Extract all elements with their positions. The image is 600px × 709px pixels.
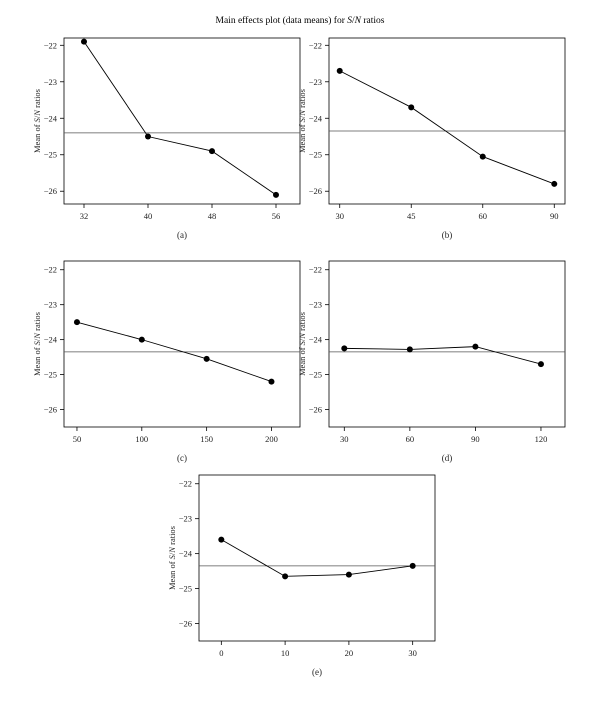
chart-c-xtick-label: 150: [200, 434, 213, 444]
chart-e-ytick-label: −26: [179, 619, 192, 629]
chart-a-point: [273, 191, 279, 198]
chart-d-ytick-label: −23: [309, 300, 322, 310]
chart-b-ytick-label: −23: [309, 77, 322, 87]
chart-a-panel-label: (a): [177, 230, 187, 240]
chart-b-point: [408, 104, 415, 111]
chart-d-panel-label: (d): [442, 453, 453, 463]
chart-c-panel-label: (c): [177, 453, 187, 463]
chart-d-point: [537, 361, 544, 368]
chart-e-frame: [198, 474, 436, 642]
chart-a-frame: [63, 37, 301, 205]
chart-d-frame: [328, 260, 566, 428]
chart-d-ytick-label: −25: [309, 370, 322, 380]
chart-e-point: [345, 571, 352, 578]
chart-b-point: [336, 67, 343, 74]
chart-a-ytick-label: −23: [44, 77, 57, 87]
chart-b-xtick-label: 60: [479, 211, 488, 221]
chart-e-panel-label: (e): [312, 667, 322, 677]
chart-d-series-line: [344, 346, 542, 365]
chart-a-series-line: [83, 41, 277, 196]
chart-a-xtick-label: 40: [144, 211, 153, 221]
chart-e-point: [409, 562, 416, 569]
chart-c-ytick-label: −23: [44, 300, 57, 310]
chart-d-point: [341, 345, 348, 352]
chart-a-ytick-label: −24: [44, 113, 58, 123]
chart-a-xtick-label: 56: [272, 211, 281, 221]
chart-d-ytick-label: −22: [309, 265, 322, 275]
chart-a-point: [209, 148, 215, 155]
chart-a-ylabel: Mean of S/N ratios: [32, 89, 42, 153]
chart-b-point: [479, 153, 486, 160]
chart-c-ytick-label: −22: [44, 265, 57, 275]
chart-d-xtick-label: 60: [406, 434, 415, 444]
chart-d-ytick-label: −26: [309, 405, 322, 415]
chart-b-ytick-label: −24: [309, 113, 323, 123]
chart-a-ytick-label: −22: [44, 40, 57, 50]
chart-d-xtick-label: 90: [471, 434, 480, 444]
chart-d-xtick-label: 120: [535, 434, 548, 444]
chart-e-svg: −22 −23 −24 −25 −26 0 10 20 30 Mean of S/N ratios…: [167, 474, 436, 677]
chart-c-point: [268, 378, 275, 385]
chart-d-svg: −22 −23 −24 −25 −26 30 60 90 120 Mean of S/N rati…: [297, 260, 566, 463]
chart-c-point: [73, 319, 80, 326]
main-title: Main effects plot (data means) for S/N r…: [215, 16, 385, 26]
chart-panel-e: −22 −23 −24 −25 −26 0 10 20 30 Mean of S/N ratios…: [165, 465, 440, 680]
chart-panel-d: −22 −23 −24 −25 −26 30 60 90 120 Mean of S/N rati…: [295, 251, 570, 466]
chart-d-ylabel: Mean of S/N ratios: [297, 312, 307, 376]
chart-e-ytick-label: −23: [179, 514, 192, 524]
chart-e-xtick-label: 10: [281, 648, 290, 658]
chart-c-ytick-label: −25: [44, 370, 57, 380]
chart-b-xtick-label: 45: [407, 211, 416, 221]
chart-d-ytick-label: −24: [309, 335, 323, 345]
chart-b-ytick-label: −22: [309, 40, 322, 50]
chart-e-ytick-label: −22: [179, 479, 192, 489]
chart-d-xtick-label: 30: [340, 434, 349, 444]
chart-e-ylabel: Mean of S/N ratios: [167, 526, 177, 590]
chart-a-point: [145, 133, 151, 140]
chart-e-series-line: [221, 539, 413, 577]
chart-c-series-line: [76, 321, 272, 382]
chart-a-xtick-label: 48: [208, 211, 217, 221]
chart-d-point: [472, 343, 479, 350]
chart-c-ylabel: Mean of S/N ratios: [32, 312, 42, 376]
chart-c-xtick-label: 200: [265, 434, 278, 444]
chart-b-svg: −22 −23 −24 −25 −26 30 45 60 90 Mean of S/N ratio…: [297, 37, 566, 240]
chart-b-panel-label: (b): [442, 230, 453, 240]
chart-e-point: [282, 573, 289, 580]
chart-d-point: [406, 346, 413, 353]
chart-b-frame: [328, 37, 566, 205]
chart-a-point: [81, 38, 87, 45]
chart-c-frame: [63, 260, 301, 428]
chart-c-ytick-label: −24: [44, 335, 58, 345]
chart-c-svg: −22 −23 −24 −25 −26 50 100 150 200 Mean of S/N ra…: [32, 260, 301, 463]
chart-panel-c: −22 −23 −24 −25 −26 50 100 150 200 Mean of S/N ra…: [30, 251, 305, 466]
chart-a-ytick-label: −25: [44, 150, 57, 160]
chart-a-svg: −22 −23 −24 −25 −26 32 40 48 56 Mean of S/N ratio…: [32, 37, 301, 240]
chart-b-point: [551, 180, 558, 187]
chart-e-ytick-label: −25: [179, 584, 192, 594]
chart-e-point: [218, 536, 225, 543]
chart-panel-a: −22 −23 −24 −25 −26 32 40 48 56 Mean of S/N ratio…: [30, 28, 305, 243]
chart-c-point: [138, 336, 145, 343]
chart-b-ytick-label: −25: [309, 150, 322, 160]
chart-c-xtick-label: 100: [135, 434, 148, 444]
chart-b-xtick-label: 30: [335, 211, 344, 221]
chart-b-ytick-label: −26: [309, 186, 322, 196]
chart-c-ytick-label: −26: [44, 405, 57, 415]
chart-a-xtick-label: 32: [80, 211, 89, 221]
chart-e-xtick-label: 30: [408, 648, 417, 658]
chart-e-xtick-label: 0: [219, 648, 223, 658]
chart-panel-b: −22 −23 −24 −25 −26 30 45 60 90 Mean of S/N ratio…: [295, 28, 570, 243]
chart-b-series-line: [339, 70, 555, 185]
chart-b-xtick-label: 90: [550, 211, 559, 221]
chart-e-xtick-label: 20: [345, 648, 354, 658]
chart-b-ylabel: Mean of S/N ratios: [297, 89, 307, 153]
chart-e-ytick-label: −24: [179, 549, 193, 559]
chart-a-ytick-label: −26: [44, 186, 57, 196]
chart-c-xtick-label: 50: [73, 434, 82, 444]
chart-c-point: [203, 355, 210, 362]
